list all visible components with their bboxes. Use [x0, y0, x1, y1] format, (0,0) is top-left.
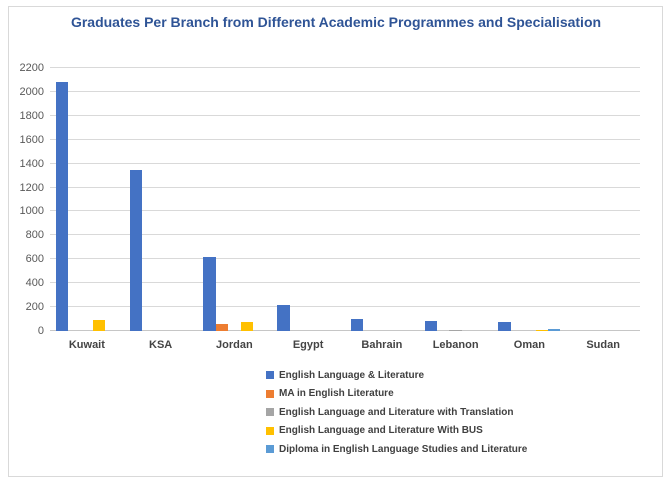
bar-bahrain-series-1: [350, 319, 364, 331]
x-tick-label-kuwait: Kuwait: [68, 339, 105, 351]
bar-oman-series-4: [535, 329, 548, 331]
bar-lebanon-series-3: [449, 329, 462, 331]
bar-jordan-series-1: [203, 257, 216, 331]
bar-jordan-series-4: [240, 322, 253, 331]
gridline: [50, 114, 640, 116]
x-tick-label-egypt: Egypt: [292, 339, 324, 351]
legend-item-5: Diploma in English Language Studies and …: [266, 440, 527, 459]
gridline: [50, 282, 640, 284]
y-axis: 0 200 400 600 800 1000 1200 1400 1600 1800 2000 220…: [10, 62, 44, 337]
legend-label: English Language and Literature With BUS: [279, 425, 483, 437]
y-tick-label: 0: [37, 325, 44, 337]
x-tick-label-bahrain: Bahrain: [361, 339, 403, 351]
legend-item-3: English Language and Literature with Tra…: [266, 403, 527, 422]
bar-oman-series-1: [498, 321, 511, 331]
chart-frame-border: [8, 6, 663, 477]
legend-marker-icon: [266, 389, 274, 398]
y-tick-label: 2200: [19, 62, 44, 74]
bar-oman-series-5: [547, 328, 561, 331]
bar-kuwait-series-4: [93, 319, 106, 331]
legend-label: MA in English Literature: [279, 388, 394, 400]
legend-label: English Language & Literature: [279, 369, 425, 381]
y-tick-label: 1200: [19, 181, 44, 194]
gridline: [50, 258, 640, 260]
plot-area: [50, 67, 640, 331]
y-tick-label: 800: [25, 229, 44, 242]
gridline: [50, 186, 640, 188]
legend-marker-icon: [266, 408, 274, 417]
gridline: [50, 67, 640, 68]
gridline: [50, 90, 640, 92]
y-tick-label: 1600: [19, 133, 44, 146]
y-tick-label: 400: [25, 277, 44, 290]
gridline: [50, 306, 640, 308]
x-axis-line: [50, 330, 640, 331]
y-tick-label: 600: [25, 253, 44, 266]
y-tick-label: 1800: [19, 109, 44, 122]
legend-marker-icon: [266, 371, 274, 380]
legend-item-4: English Language and Literature With BUS: [266, 422, 527, 441]
x-axis: Kuwait KSA Jordan Egypt Bahrain Lebanon Oman Su…: [50, 339, 640, 357]
legend-item-1: English Language & Literature: [266, 366, 527, 385]
x-tick-label-jordan: Jordan: [216, 339, 253, 351]
gridline: [50, 210, 640, 212]
gridline: [50, 138, 640, 140]
bar-kuwait-series-1: [55, 81, 69, 331]
chart-title: Graduates Per Branch from Different Acad…: [70, 14, 602, 30]
bar-egypt-series-1: [277, 304, 290, 331]
legend: English Language & Literature MA in Engli…: [266, 366, 527, 459]
bar-ksa-series-1: [129, 169, 143, 331]
legend-item-2: MA in English Literature: [266, 385, 527, 404]
gridline: [50, 162, 640, 164]
bar-lebanon-series-1: [424, 320, 438, 331]
y-tick-label: 1400: [19, 157, 44, 170]
legend-label: Diploma in English Language Studies and …: [279, 443, 528, 455]
legend-label: English Language and Literature with Tra…: [279, 406, 514, 418]
x-tick-label-lebanon: Lebanon: [432, 339, 479, 351]
y-tick-label: 200: [25, 301, 44, 314]
x-tick-label-ksa: KSA: [149, 339, 173, 351]
y-tick-label: 1000: [19, 205, 44, 218]
gridline: [50, 234, 640, 236]
x-tick-label-sudan: Sudan: [586, 339, 620, 351]
bar-jordan-series-2: [215, 323, 229, 331]
y-tick-label: 2000: [19, 85, 44, 98]
legend-marker-icon: [266, 426, 274, 435]
x-tick-label-oman: Oman: [513, 339, 545, 351]
legend-marker-icon: [266, 445, 274, 454]
